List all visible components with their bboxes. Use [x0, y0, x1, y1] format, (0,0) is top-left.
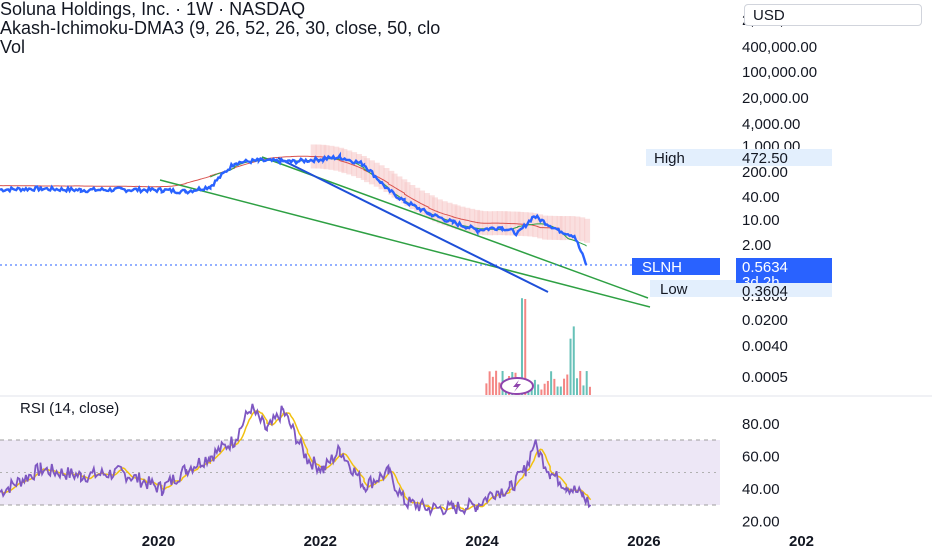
legend-volume[interactable]: Vol [0, 37, 26, 57]
year-tick: 2026 [627, 533, 660, 550]
price-tick: 400,000.00 [742, 39, 817, 56]
price-line [0, 151, 588, 266]
legend-title[interactable]: Soluna Holdings, Inc. · 1W · NASDAQ [0, 0, 306, 19]
rsi-line [0, 403, 592, 517]
price-tick: 4,000.00 [742, 116, 800, 133]
price-tick: 100,000.00 [742, 64, 817, 81]
price-tick: 200.00 [742, 164, 788, 181]
sma-red-line [0, 155, 559, 229]
chart-legend: Soluna Holdings, Inc. · 1W · NASDAQ Akas… [0, 0, 440, 57]
symbol-label: SLNH [642, 259, 682, 276]
trendline-upper[interactable] [261, 156, 649, 299]
trendline-blue[interactable] [277, 157, 549, 293]
price-axis[interactable]: 2,000,000.00400,000.00100,000.0020,000.0… [742, 12, 830, 386]
year-tick: 2024 [465, 533, 499, 550]
price-tick: 2.00 [742, 237, 771, 254]
year-tick: 2020 [142, 533, 175, 550]
low-marker: Low 0.3604 [650, 280, 832, 300]
price-tick: 20,000.00 [742, 90, 809, 107]
lightning-icon [513, 380, 521, 392]
year-tick: 2022 [304, 533, 337, 550]
price-tick: 0.0200 [742, 312, 788, 329]
rsi-tick: 60.00 [742, 448, 780, 465]
time-axis[interactable]: 2020 2022 2024 2026 202 [142, 533, 814, 550]
high-value: 472.50 [742, 150, 788, 167]
rsi-tick: 80.00 [742, 416, 780, 433]
currency-selector[interactable]: USD [744, 4, 922, 26]
rsi-tick: 40.00 [742, 481, 780, 498]
low-label: Low [660, 281, 688, 298]
rsi-tick: 20.00 [742, 513, 780, 530]
year-tick: 202 [789, 533, 814, 550]
rsi-title[interactable]: RSI (14, close) [20, 400, 120, 417]
trendline-lower[interactable] [159, 179, 651, 308]
high-marker: High 472.50 [646, 149, 832, 167]
volume-bars [485, 298, 591, 395]
price-tick: 0.0040 [742, 338, 788, 355]
price-tick: 40.00 [742, 189, 780, 206]
price-tick: 0.0005 [742, 369, 788, 386]
last-price-value: 0.5634 [742, 259, 788, 276]
high-label: High [654, 150, 685, 167]
low-value: 0.3604 [742, 283, 788, 300]
price-tick: 10.00 [742, 212, 780, 229]
flash-badge[interactable] [500, 377, 534, 395]
rsi-axis[interactable]: 80.00 60.00 40.00 20.00 [742, 416, 780, 531]
legend-indicator[interactable]: Akash-Ichimoku-DMA3 (9, 26, 52, 26, 30, … [0, 18, 441, 38]
